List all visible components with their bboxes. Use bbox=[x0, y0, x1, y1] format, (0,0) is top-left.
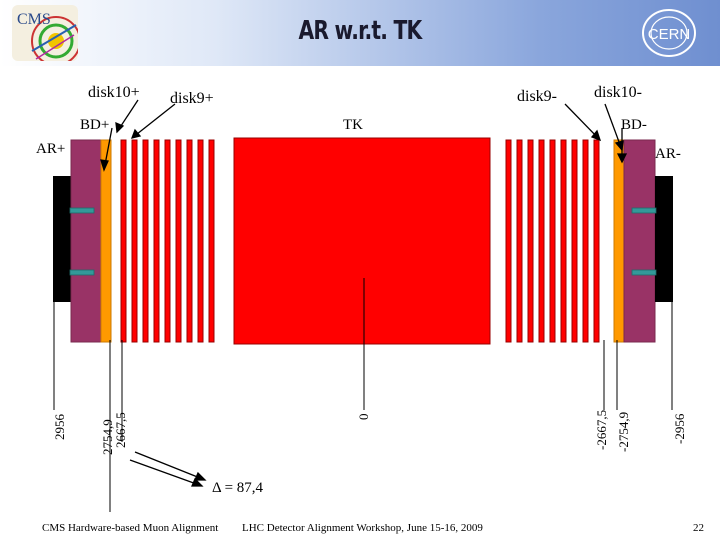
svg-text:CMS: CMS bbox=[17, 11, 51, 28]
position-2667-5: 2667,5 bbox=[113, 412, 128, 448]
position-m2754-9: -2754,9 bbox=[616, 411, 631, 452]
bd-plus bbox=[100, 139, 112, 343]
cms-logo: CMS bbox=[12, 5, 78, 61]
stripe-plus bbox=[120, 139, 127, 343]
stripe-plus bbox=[164, 139, 171, 343]
label-disk9-minus: disk9- bbox=[517, 88, 557, 105]
arrow-delta-b bbox=[134, 451, 206, 481]
stripe-minus bbox=[527, 139, 534, 343]
stripe-minus bbox=[549, 139, 556, 343]
label-disk9-plus: disk9+ bbox=[170, 90, 214, 107]
delta-label: Δ = 87,4 bbox=[212, 480, 264, 496]
position-0: 0 bbox=[356, 413, 371, 421]
stripe-minus bbox=[560, 139, 567, 343]
stripe-minus bbox=[571, 139, 578, 343]
stripe-minus bbox=[538, 139, 545, 343]
ar-minus-bar bbox=[655, 176, 673, 302]
stripe-plus bbox=[175, 139, 182, 343]
tracker-block bbox=[233, 137, 491, 345]
ar-plus-bar bbox=[53, 176, 71, 302]
label-disk10-minus: disk10- bbox=[594, 84, 642, 101]
cern-logo: CERN bbox=[640, 6, 698, 60]
stripe-minus bbox=[593, 139, 600, 343]
label-disk10-plus: disk10+ bbox=[88, 84, 140, 101]
label-bd-plus: BD+ bbox=[80, 117, 110, 133]
slide-header bbox=[0, 0, 720, 66]
disk10-minus bbox=[623, 139, 656, 343]
page-number: 22 bbox=[693, 522, 704, 534]
label-ar-minus: AR- bbox=[655, 146, 681, 162]
position-m2956: -2956 bbox=[672, 413, 687, 444]
arrow-delta-a bbox=[129, 459, 203, 487]
bd-minus bbox=[613, 139, 625, 343]
stripe-minus bbox=[505, 139, 512, 343]
stripe-minus bbox=[582, 139, 589, 343]
stripe-plus bbox=[208, 139, 215, 343]
sensor-minus-bottom bbox=[631, 269, 657, 276]
disk10-plus bbox=[70, 139, 102, 343]
sensor-plus-top bbox=[69, 207, 95, 214]
position-2956: 2956 bbox=[52, 414, 67, 440]
footer-center: LHC Detector Alignment Workshop, June 15… bbox=[242, 522, 483, 534]
stripe-plus bbox=[142, 139, 149, 343]
stripe-plus bbox=[197, 139, 204, 343]
stripe-minus bbox=[516, 139, 523, 343]
stripe-plus bbox=[131, 139, 138, 343]
label-ar-plus: AR+ bbox=[36, 141, 66, 157]
label-bd-minus: BD- bbox=[621, 117, 647, 133]
disk-stripes-minus bbox=[505, 139, 600, 343]
sensor-plus-bottom bbox=[69, 269, 95, 276]
stripe-plus bbox=[153, 139, 160, 343]
sensor-minus-top bbox=[631, 207, 657, 214]
disk-stripes-plus bbox=[120, 139, 215, 343]
slide-title: AR w.r.t. TK bbox=[298, 16, 423, 46]
label-tk: TK bbox=[343, 117, 363, 133]
footer-left: CMS Hardware-based Muon Alignment bbox=[42, 522, 219, 534]
pointer-arrows bbox=[100, 99, 628, 487]
position-m2667-5: -2667,5 bbox=[594, 409, 609, 450]
arrow-disk9-plus bbox=[131, 103, 176, 139]
stripe-plus bbox=[186, 139, 193, 343]
svg-text:CERN: CERN bbox=[648, 26, 691, 43]
reference-lines bbox=[53, 278, 673, 512]
